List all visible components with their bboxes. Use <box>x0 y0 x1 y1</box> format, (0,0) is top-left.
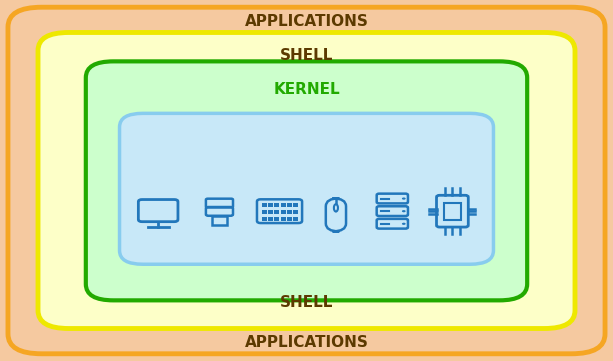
Text: SHELL: SHELL <box>280 295 333 310</box>
Bar <box>262 210 267 214</box>
Bar <box>281 217 286 221</box>
Text: KERNEL: KERNEL <box>273 251 340 266</box>
Bar <box>293 217 298 221</box>
Bar <box>262 203 267 208</box>
Text: KERNEL: KERNEL <box>273 82 340 97</box>
Bar <box>275 210 280 214</box>
Circle shape <box>402 197 406 200</box>
Bar <box>293 210 298 214</box>
Bar <box>287 217 292 221</box>
Text: HARDWARE: HARDWARE <box>257 130 356 145</box>
FancyBboxPatch shape <box>8 7 605 354</box>
Bar <box>287 203 292 208</box>
Bar <box>268 203 273 208</box>
Bar <box>268 217 273 221</box>
Bar <box>275 203 280 208</box>
FancyBboxPatch shape <box>86 61 527 300</box>
Bar <box>444 203 461 219</box>
Bar <box>281 203 286 208</box>
Bar <box>275 217 280 221</box>
Bar <box>268 210 273 214</box>
FancyBboxPatch shape <box>38 32 575 329</box>
Circle shape <box>402 223 406 225</box>
Text: SHELL: SHELL <box>280 48 333 64</box>
Bar <box>293 203 298 208</box>
Bar <box>281 210 286 214</box>
FancyBboxPatch shape <box>120 113 493 264</box>
Bar <box>211 216 227 225</box>
Bar <box>262 217 267 221</box>
Bar <box>287 210 292 214</box>
Text: APPLICATIONS: APPLICATIONS <box>245 14 368 29</box>
Text: APPLICATIONS: APPLICATIONS <box>245 335 368 350</box>
Circle shape <box>402 210 406 212</box>
